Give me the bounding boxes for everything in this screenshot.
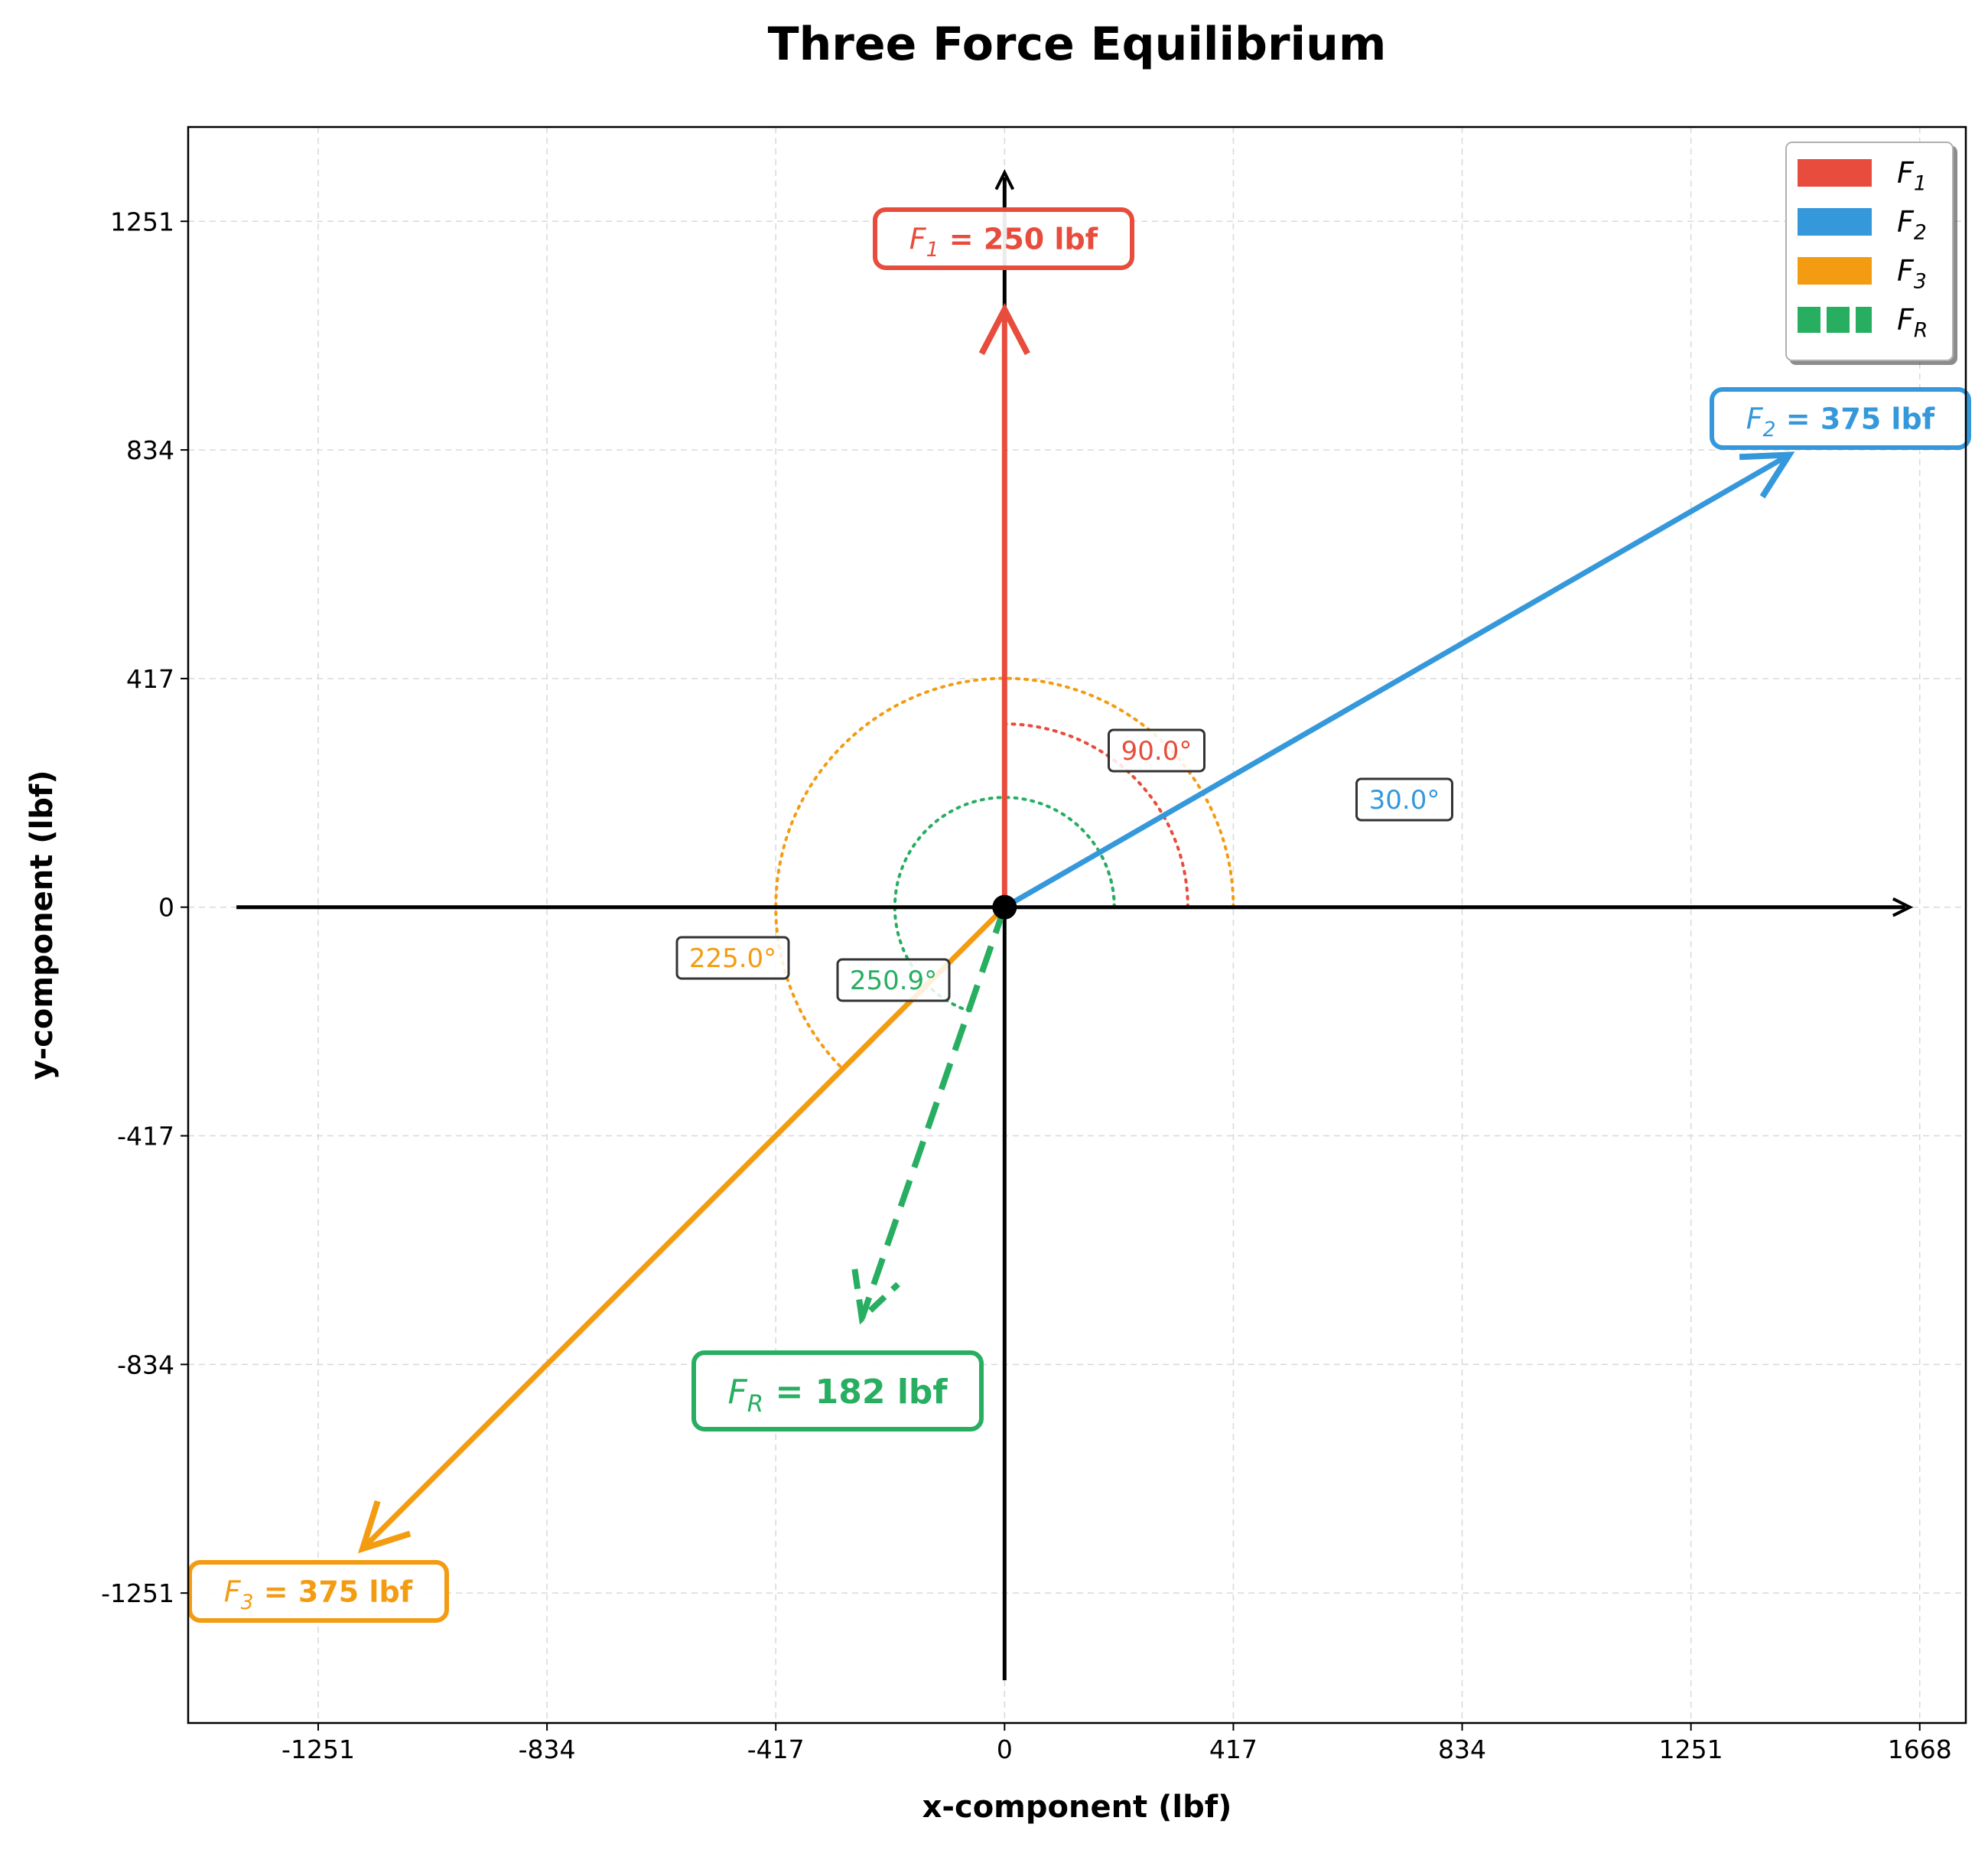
magnitude-label: F2 = 375 lbf [1746, 402, 1935, 442]
force-vector-line [859, 906, 1008, 1320]
angle-label-box [675, 936, 790, 980]
magnitude-label-box [187, 1560, 449, 1623]
y-tick-label: 417 [126, 664, 174, 694]
vector-labels: F1 = 250 lbf 90.0° F2 = 375 lbf 30.0° F3 = 3… [187, 207, 1971, 1623]
legend-swatch [1798, 257, 1872, 285]
y-tick-label: 834 [126, 435, 174, 465]
angle-arc [1003, 722, 1189, 909]
plot-frame [187, 125, 1967, 1725]
force-vector-arrowhead [1739, 451, 1795, 499]
angle-label: 30.0° [1369, 785, 1440, 816]
magnitude-label-box [1710, 387, 1971, 450]
y-tick-label: 1251 [110, 207, 174, 236]
force-vectors [357, 302, 1795, 1554]
legend-box [1785, 142, 1954, 361]
magnitude-label: FR = 182 lbf [727, 1373, 948, 1418]
force-vector-arrowhead [851, 1269, 900, 1325]
y-axis-label: y-component (lbf) [24, 770, 60, 1080]
x-tick-label: -417 [747, 1734, 805, 1764]
legend-swatch [1798, 159, 1872, 187]
legend-entry: F3 [1897, 254, 1927, 294]
legend-entry: FR [1897, 303, 1928, 343]
origin-point [992, 894, 1017, 920]
x-tick-label: -834 [519, 1734, 576, 1764]
force-vector-line [360, 905, 1007, 1551]
x-axis-arrowhead [1892, 897, 1914, 917]
legend-entry: F1 [1897, 156, 1927, 196]
legend-swatch [1798, 208, 1872, 236]
force-vector-arrowhead [357, 1500, 412, 1554]
x-tick-label: 1668 [1888, 1734, 1952, 1764]
angle-label: 225.0° [689, 943, 776, 974]
magnitude-label: F3 = 375 lbf [224, 1575, 413, 1615]
chart-title: Three Force Equilibrium [768, 18, 1387, 71]
y-tick-label: -417 [117, 1122, 174, 1151]
legend-entry: F2 [1897, 205, 1927, 245]
x-tick-label: 0 [997, 1734, 1013, 1764]
x-tick-label: 1251 [1659, 1734, 1723, 1764]
y-tick-label: 0 [158, 893, 174, 923]
magnitude-label-box [873, 207, 1134, 270]
x-axis-label: x-component (lbf) [922, 1790, 1232, 1825]
magnitude-label-box [691, 1350, 984, 1431]
angle-label-box [836, 958, 951, 1002]
angle-label-box [1355, 777, 1453, 822]
magnitude-label: F1 = 250 lbf [909, 223, 1098, 262]
legend: F1 F2 F3 FR [1785, 142, 1954, 361]
x-tick-label: 834 [1438, 1734, 1486, 1764]
y-tick-label: -834 [117, 1350, 174, 1379]
force-vector-arrowhead [978, 302, 1030, 356]
x-tick-label: 417 [1209, 1734, 1258, 1764]
angle-label: 250.9° [850, 966, 937, 996]
angle-label: 90.0° [1121, 736, 1192, 767]
y-tick-label: -1251 [101, 1578, 174, 1608]
x-tick-label: -1251 [281, 1734, 355, 1764]
axis-ticks: -1251 -834 -417 0 417 834 1251 1668 -1251 -834 -41… [101, 207, 1952, 1764]
force-vector-line [1003, 452, 1791, 910]
y-axis-arrowhead [994, 169, 1015, 191]
angle-label-box [1108, 728, 1205, 773]
